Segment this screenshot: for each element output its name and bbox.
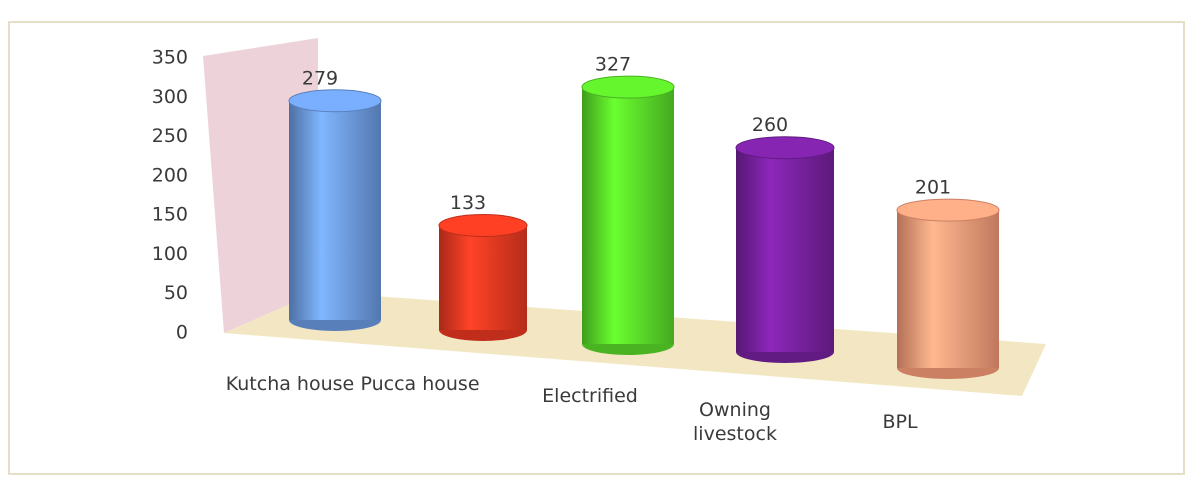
x-tick-label: Kutcha house	[225, 373, 355, 395]
cylinder-top	[438, 214, 528, 237]
cylinder-top	[581, 75, 675, 99]
y-tick-label: 300	[152, 86, 188, 108]
y-tick-label: 150	[152, 204, 188, 226]
y-tick-label: 200	[152, 164, 188, 186]
y-tick-label: 50	[164, 282, 188, 304]
bar	[289, 100, 381, 321]
bar	[582, 87, 674, 345]
cylinder-top	[735, 136, 835, 160]
cylinder-top	[288, 89, 382, 113]
x-tick-label: Owning livestock	[693, 399, 777, 445]
bar	[439, 225, 527, 330]
y-tick-label: 100	[152, 243, 188, 265]
y-tick-label: 350	[152, 47, 188, 69]
value-label: 279	[302, 67, 338, 89]
x-tick-label: Electrified	[542, 385, 638, 407]
bar	[736, 147, 834, 352]
x-tick-label: BPL	[882, 411, 918, 433]
y-tick-label: 0	[176, 322, 188, 344]
value-label: 133	[450, 192, 486, 214]
cylinder-top	[896, 198, 1000, 222]
bar	[897, 210, 999, 368]
x-tick-label: Pucca house	[360, 373, 480, 395]
value-label: 327	[595, 54, 631, 76]
value-label: 201	[915, 177, 951, 199]
value-label: 260	[752, 114, 788, 136]
y-tick-label: 250	[152, 125, 188, 147]
